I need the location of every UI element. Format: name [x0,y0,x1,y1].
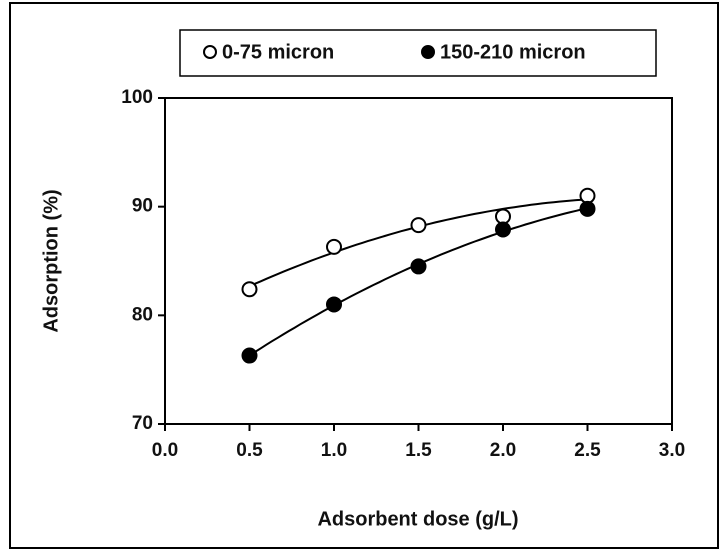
data-point [495,208,511,225]
data-point [579,200,596,217]
data-point [579,187,596,204]
x-tick-label: 0.5 [236,440,263,461]
y-axis-title: Adsorption (%) [40,189,62,332]
x-tick-label: 1.0 [321,440,347,461]
x-tick-label: 0.0 [152,440,178,461]
data-point [241,281,258,298]
legend-marker [203,45,217,59]
legend-label: 150-210 micron [440,41,586,63]
legend-label: 0-75 micron [222,41,334,63]
x-axis-title: Adsorbent dose (g/L) [317,508,518,530]
x-tick-label: 2.5 [574,440,601,461]
x-tick-label: 1.5 [405,440,432,461]
legend-box [179,29,657,77]
y-tick-label: 80 [132,304,153,325]
legend-marker [421,45,435,59]
y-tick-label: 100 [121,87,153,108]
outer-border [9,2,719,549]
y-tick-label: 90 [132,196,153,217]
x-tick-label: 3.0 [659,440,685,461]
data-point [410,217,427,234]
data-point [495,221,511,238]
data-point [410,258,427,275]
data-point [326,238,342,255]
y-tick-label: 70 [132,413,153,434]
x-tick-label: 2.0 [490,440,516,461]
data-point [241,347,258,364]
data-point [326,296,342,313]
